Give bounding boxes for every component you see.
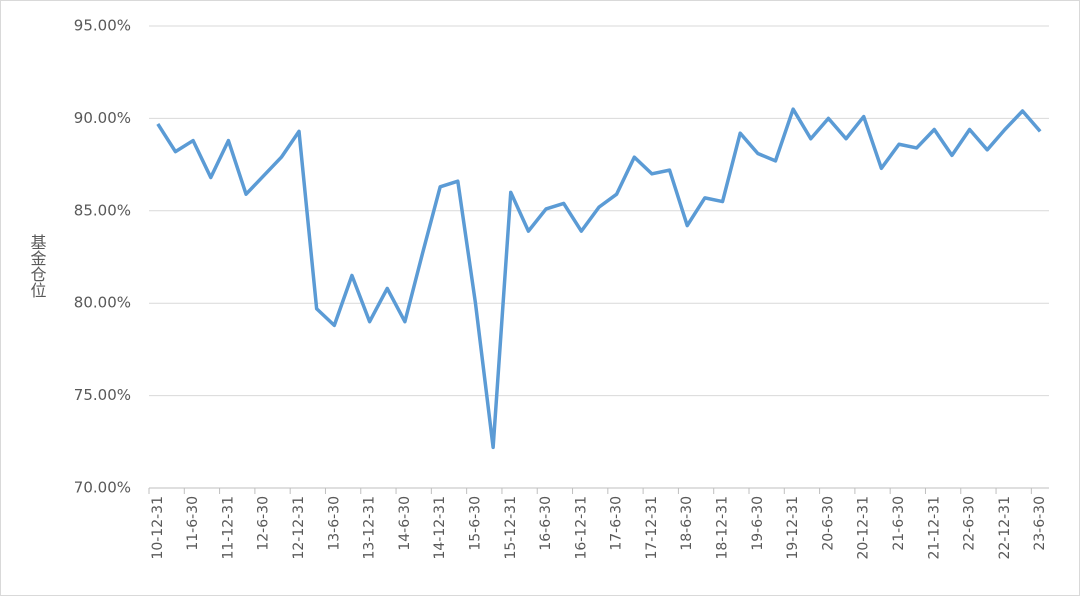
y-tick-label: 80.00% <box>74 294 131 312</box>
y-tick-label: 90.00% <box>74 109 131 127</box>
x-tick-label: 23-6-30 <box>1032 496 1048 551</box>
x-tick-label: 17-6-30 <box>609 496 625 551</box>
x-tick-label: 15-12-31 <box>503 496 519 560</box>
x-tick-label: 13-12-31 <box>362 496 378 560</box>
x-tick-label: 12-12-31 <box>291 496 307 560</box>
x-tick-label: 11-6-30 <box>185 496 201 551</box>
x-tick-label: 19-12-31 <box>785 496 801 560</box>
x-tick-label: 15-6-30 <box>467 496 483 551</box>
x-tick-label: 20-6-30 <box>820 496 836 551</box>
x-tick-label: 13-6-30 <box>326 496 342 551</box>
x-tick-label: 11-12-31 <box>220 496 236 560</box>
y-tick-label: 70.00% <box>74 479 131 497</box>
x-tick-label: 18-6-30 <box>679 496 695 551</box>
x-tick-label: 21-12-31 <box>926 496 942 560</box>
x-tick-label: 21-6-30 <box>891 496 907 551</box>
x-tick-label: 20-12-31 <box>856 496 872 560</box>
y-tick-label: 85.00% <box>74 201 131 219</box>
x-tick-label: 19-6-30 <box>750 496 766 551</box>
x-tick-label: 18-12-31 <box>715 496 731 560</box>
x-tick-label: 22-12-31 <box>997 496 1013 560</box>
x-tick-label: 14-6-30 <box>397 496 413 551</box>
x-tick-label: 17-12-31 <box>644 496 660 560</box>
x-tick-label: 22-6-30 <box>962 496 978 551</box>
x-tick-label: 12-6-30 <box>256 496 272 551</box>
y-tick-label: 95.00% <box>74 17 131 35</box>
x-tick-label: 14-12-31 <box>432 496 448 560</box>
x-tick-label: 16-6-30 <box>538 496 554 551</box>
y-tick-label: 75.00% <box>74 386 131 404</box>
x-tick-label: 10-12-31 <box>150 496 166 560</box>
data-line <box>156 107 1042 450</box>
x-tick-label: 16-12-31 <box>573 496 589 560</box>
y-axis-label: 基金仓位 <box>28 234 47 298</box>
